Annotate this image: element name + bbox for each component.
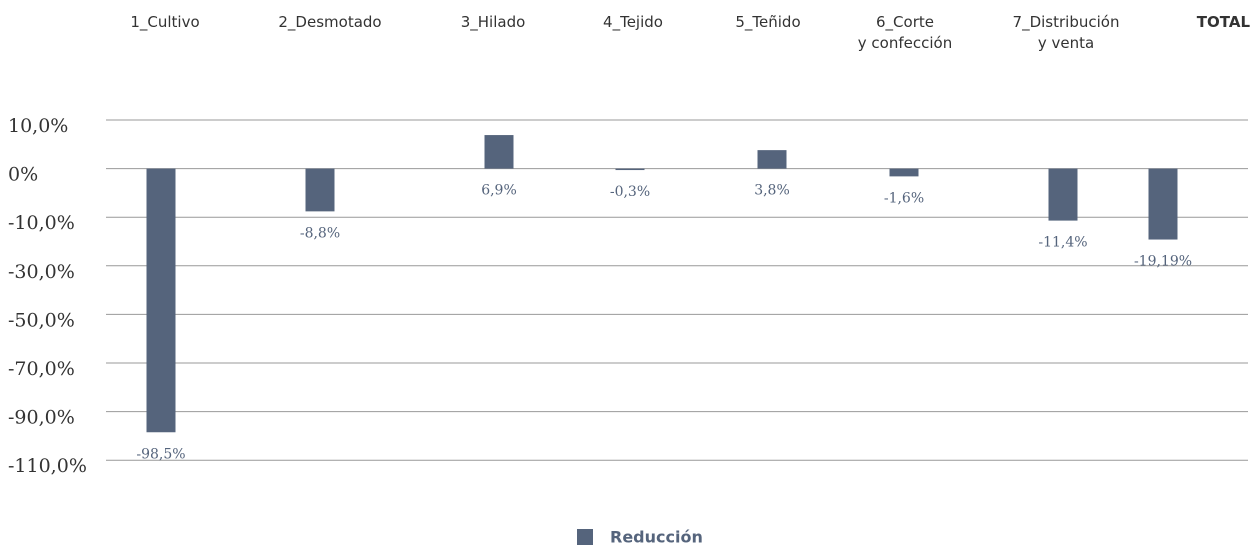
bar <box>615 168 645 171</box>
category-label: 1_Cultivo <box>130 13 200 31</box>
y-tick-label: 0% <box>8 164 38 186</box>
category-label: 4_Tejido <box>603 13 663 31</box>
y-tick-label: -110,0% <box>8 455 87 477</box>
bar <box>1148 168 1178 240</box>
category-label: 3_Hilado <box>460 13 526 31</box>
value-label: -11,4% <box>1038 235 1087 251</box>
legend-swatch <box>577 529 593 545</box>
y-tick-label: -50,0% <box>8 309 75 331</box>
bar <box>146 168 176 433</box>
value-label: 6,9% <box>481 183 517 199</box>
category-label: 6_Corte y confección <box>857 13 953 52</box>
value-label: -0,3% <box>610 184 650 200</box>
value-label: -1,6% <box>884 190 924 206</box>
y-tick-label: 10,0% <box>8 115 68 137</box>
y-tick-label: -70,0% <box>8 358 75 380</box>
category-label: 2_Desmotado <box>278 13 382 31</box>
value-label: 3,8% <box>754 183 790 199</box>
bar <box>1048 168 1078 221</box>
category-label: 7_Distribución y venta <box>1012 13 1120 52</box>
bar <box>484 135 514 169</box>
bar <box>889 168 919 177</box>
bar <box>757 150 787 169</box>
category-label: 5_Teñido <box>735 13 801 31</box>
value-label: -98,5% <box>136 446 185 462</box>
value-label: -19,19% <box>1134 254 1192 270</box>
category-label: TOTAL <box>1196 13 1250 31</box>
y-tick-label: -30,0% <box>8 261 75 283</box>
y-tick-label: -10,0% <box>8 212 75 234</box>
legend-label: Reducción <box>610 528 703 547</box>
value-label: -8,8% <box>300 225 340 241</box>
bar <box>305 168 335 212</box>
y-tick-label: -90,0% <box>8 407 75 429</box>
